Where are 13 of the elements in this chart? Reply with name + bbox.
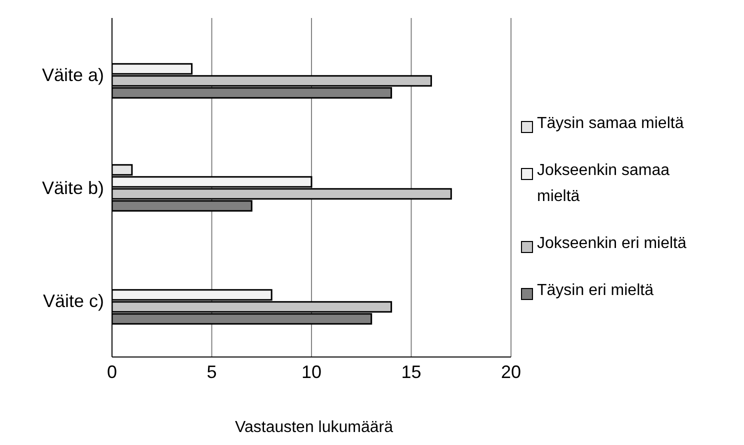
- x-tick-label: 20: [500, 362, 522, 382]
- legend-label: Jokseenkin samaa mieltä: [537, 160, 671, 206]
- y-tick-label: Väite c): [42, 290, 104, 311]
- y-tick-label: Väite a): [42, 64, 104, 85]
- x-tick-label: 10: [301, 362, 322, 382]
- legend-label: Täysin eri mieltä: [537, 280, 654, 300]
- y-tick-label: Väite b): [42, 178, 104, 198]
- x-tick-label: 0: [106, 362, 118, 382]
- x-tick-label: 5: [206, 362, 217, 382]
- legend-label: Täysin samaa mieltä: [537, 114, 684, 134]
- x-axis-title: Vastausten lukumäärä: [234, 419, 394, 437]
- x-tick-label: 15: [401, 362, 422, 382]
- legend-label: Jokseenkin eri mieltä: [537, 234, 686, 254]
